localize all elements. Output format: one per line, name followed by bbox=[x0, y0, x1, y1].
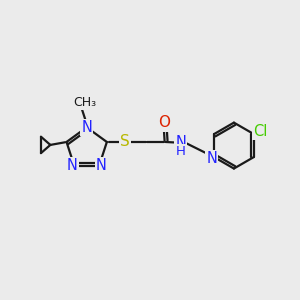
Text: N: N bbox=[175, 135, 186, 150]
Text: N: N bbox=[81, 120, 92, 135]
Text: O: O bbox=[159, 115, 171, 130]
Text: H: H bbox=[176, 146, 186, 158]
Text: Cl: Cl bbox=[253, 124, 268, 139]
Text: N: N bbox=[96, 158, 107, 173]
Text: CH₃: CH₃ bbox=[73, 96, 96, 109]
Text: N: N bbox=[67, 158, 78, 173]
Text: N: N bbox=[206, 151, 217, 166]
Text: S: S bbox=[120, 134, 130, 149]
